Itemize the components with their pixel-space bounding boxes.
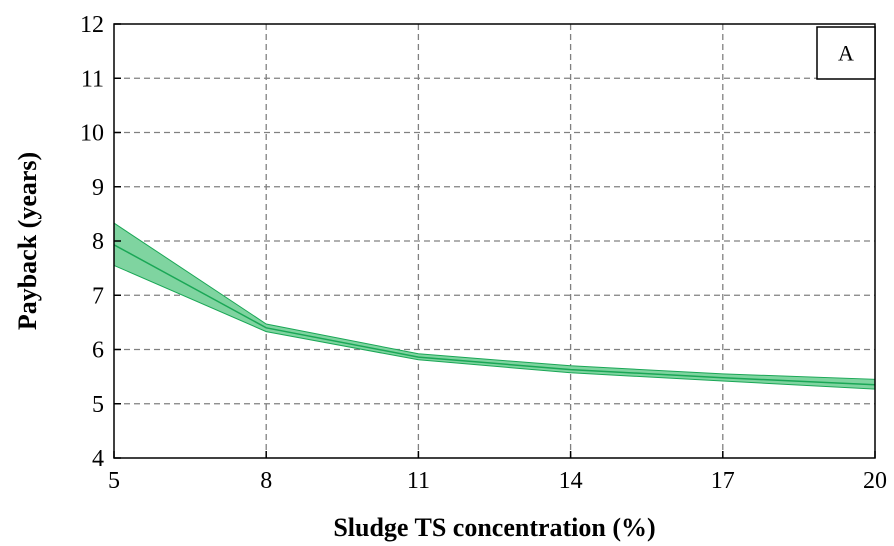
x-tick-label: 8 [260, 468, 272, 494]
y-axis-label: Payback (years) [13, 152, 42, 330]
uncertainty-band [113, 222, 876, 390]
x-tick-label: 11 [407, 468, 430, 494]
x-tick-label: 17 [711, 468, 735, 494]
x-tick-label: 5 [108, 468, 120, 494]
y-tick-label: 6 [92, 338, 104, 364]
y-tick-label: 10 [80, 121, 104, 147]
y-tick-label: 4 [92, 446, 104, 472]
y-tick-label: 9 [92, 175, 104, 201]
y-tick-label: 7 [92, 283, 104, 309]
x-tick-label: 20 [863, 468, 887, 494]
panel-label-box: A [816, 26, 876, 80]
y-tick-label: 12 [80, 12, 104, 38]
y-tick-label: 11 [81, 66, 104, 92]
series-line [113, 244, 876, 386]
series-line-layer [113, 244, 876, 386]
panel-label-frame [816, 26, 876, 80]
axis-ticks [113, 23, 876, 459]
x-axis-label: Sludge TS concentration (%) [333, 513, 655, 542]
x-tick-label: 14 [559, 468, 583, 494]
uncertainty-band-layer [113, 222, 876, 390]
y-tick-label: 8 [92, 229, 104, 255]
panel-label: A [838, 41, 854, 66]
y-tick-label: 5 [92, 392, 104, 418]
grid-lines [114, 24, 875, 458]
